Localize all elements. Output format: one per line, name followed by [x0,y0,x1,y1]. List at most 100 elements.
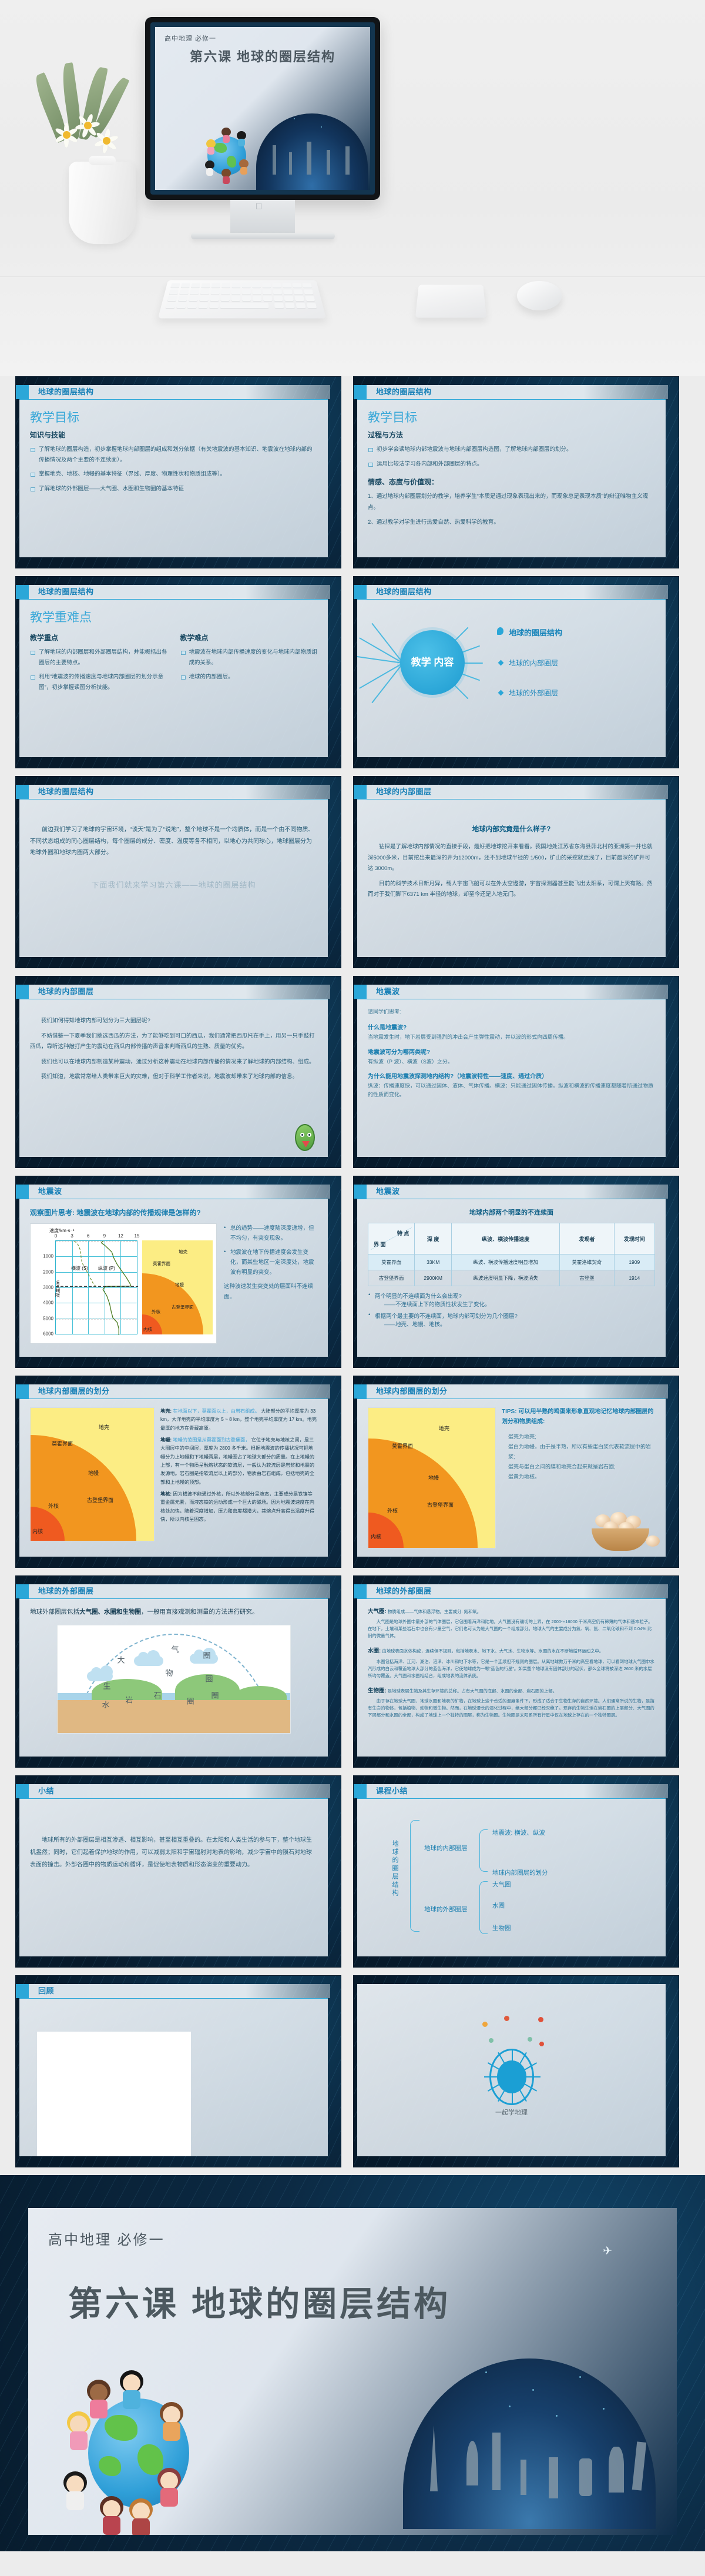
answer: ——不连续面上下的物质性状发生了变化。 [384,1302,491,1308]
layer-label: 外核 [152,1309,160,1314]
list-item: 地震波在地球内部传播速度的变化与地球内部物质组成的关系。 [180,647,317,668]
slide-thumbnail[interactable]: 地球的圈层结构 教学 内容 地球的圈层结构 地球的内部圈层 [353,576,679,768]
footer-course-label: 高中地理 必修一 [48,2232,165,2248]
slide-thumbnail[interactable]: 地球的圈层结构 教学目标 过程与方法 初步学会读地球内部地震波与地球内部圈层构造… [353,376,679,568]
slide-header: 地球的圈层结构 [38,387,94,396]
slide-thumbnail[interactable]: 课程小结 地球的圈层结构 地球的内部圈层 地震波: 横波、纵波 地球内部圈层的划… [353,1775,679,1968]
desk-edge [0,276,705,277]
list-item: 总的趋势——速度随深度递增，但不均匀，有突变现象。 [224,1223,317,1243]
list-item: 地球的内部圈层 [497,658,562,668]
slide-header: 课程小结 [376,1787,408,1795]
table-row: 莫霍界面 33KM 纵波、横波传播速度明显增加 莫霍洛维契奇 1909 [367,1254,656,1270]
ferris-wheel-icon [484,2049,540,2105]
figure-label: 气 [170,1645,179,1653]
slide-thumbnail[interactable]: 地球内部圈层的划分 地壳 莫霍界面 地幔 古登堡界面 外核 内核 [15,1376,341,1568]
body-text: 大陆部分的平均厚度为 33 km，大洋地壳的平均厚度为 5 ~ 8 km，整个地… [160,1409,317,1431]
list-item: 地球的内部圈层。 [180,672,318,683]
slide-thumbnail[interactable]: 地球的内部圈层 我们如何得知地球内部可划分为三大圈层呢? 不妨借鉴一下夏季我们挑… [15,976,341,1168]
figure-label: 圈 [210,1691,219,1699]
layer-label: 地幔 [175,1282,184,1287]
list-item: 蛋壳为地壳; [508,1434,536,1440]
question: 两个明显的不连续面为什么会出现? [368,1292,655,1300]
monitor-stand [230,200,295,234]
paragraph: 地核: 因为横波不能通过外核，所以外核部分呈液态，主要成分是铁镍等重金属元素，而… [160,1490,317,1524]
figure-label: 生 [102,1681,111,1690]
bullet-list: 了解地球的圈层构造，初步掌握地球内部圈层的组成和划分依据（有关地震波的基本知识、… [30,444,317,494]
slide-header: 地球的圈层结构 [376,387,432,396]
paragraph: 1、通过地球内部圈层划分的教学，培养学生“本质是通过现象表现出来的，而现象总是表… [368,493,649,511]
slide-row: 地球的圈层结构 前边我们学习了地球的宇宙环境，“谈天”是为了“说地”，整个地球不… [15,776,690,968]
question: 为什么能用地震波探测地内结构?（地震波特性——速度、通过介质） [368,1073,548,1080]
slide-grid: 地球的圈层结构 教学目标 知识与技能 了解地球的圈层构造，初步掌握地球内部圈层的… [0,376,705,2167]
question-title: 地球内部究竟是什么样子? [472,826,551,833]
slide-thumbnail[interactable]: 地球的圈层结构 教学重难点 教学重点 了解地球的内部圈层和外部圈层结构，并能概括… [15,576,341,768]
slide-header: 地球的内部圈层 [376,787,432,796]
highlight: 在地面以下，莫霍面以上，由岩石组成。 [173,1409,260,1414]
slide-thumbnail[interactable]: 小结 地球所有的外部圈层是相互渗透、相互影响，甚至相互重叠的。在太阳和人类生活的… [15,1775,341,1968]
paragraph: 我们也可以在地球内部制造某种震动，通过分析这种震动在地球内部传播的情况来了解地球… [41,1058,315,1065]
body-text: 大气圈是地球外圈中最外部的气体圈层，它包围着海洋和陆地。大气圈没有确切的上界，在… [368,1619,653,1639]
slide-thumbnail[interactable]: 一起学地理 [353,1975,679,2167]
question: 什么是地震波? [368,1025,407,1032]
y-tick: 5000 [43,1316,53,1322]
tips-title: TIPS: 可以用半熟的鸡蛋来形象直观地记忆地球内部圈层的划分和物质组成: [502,1409,654,1425]
paragraph: 钻探是了解地球内部情况的直接手段，最好把地球挖开来看看。我国地处江苏省东海县茆北… [368,844,653,872]
content-list: 地球的圈层结构 地球的内部圈层 地球的外部圈层 [497,627,562,718]
list-item: 了解地球的外部圈层——大气圈、水圈和生物圈的基本特征 [30,484,317,494]
paragraph: 前边我们学习了地球的宇宙环境，“谈天”是为了“说地”，整个地球不是一个均质体，而… [30,827,314,856]
flower-icon [53,122,79,148]
term-label: 地幔: [160,1437,172,1443]
x-tick: 12 [118,1233,123,1239]
eggs-basket-icon [588,1512,660,1551]
slide-thumbnail[interactable]: 地震波 请同学们思考: 什么是地震波? 当地震发生时，地下岩层受到强烈的冲击会产… [353,976,679,1168]
column-title: 教学难点 [180,634,209,642]
slide-thumbnail[interactable]: 地球的外部圈层 地球外部圈层包括大气圈、水圈和生物圈，一般用直接观测和测量的方法… [15,1575,341,1768]
question-title: 观察图片思考: 地震波在地球内部的传播规律是怎样的? [30,1209,201,1217]
paragraph: 水圈: 由地球表面水体构成，连续但不规则。包括地表水、地下水、大气水、生物水等。… [368,1647,655,1655]
cell: 纵波、横波传播速度明显增加 [451,1254,560,1270]
paragraph: 2、通过教学对学生进行热爱自然、热爱科学的教育。 [368,519,499,526]
list-item: 地震波在地下传播速度会发生变化，而某些地区一定深度处，地震波有明显的突变。 [224,1247,317,1277]
monitor-bezel: 高中地理 必修一 第六课 地球的圈层结构 [150,22,375,195]
slide-header: 地球内部圈层的划分 [38,1387,110,1396]
slide-thumbnail[interactable]: 回顾 [15,1975,341,2167]
figure-label: 圈 [202,1651,211,1659]
content-heading: 地球的圈层结构 [497,627,562,638]
layer-label: 外核 [387,1508,398,1514]
gutenberg-label: 古登堡界面 [87,1497,114,1503]
paragraph: 我们知道，地震常常给人类带来巨大的灾难，但对于科学工作者来说，地震波却带来了地球… [41,1073,298,1080]
flower-icon [75,112,100,139]
paragraph: 目前的科学技术日新月异，载人宇宙飞船可以在外太空遨游，宇宙探测器甚至能飞出太阳系… [368,880,653,898]
slide-thumbnail[interactable]: 地球的圈层结构 教学目标 知识与技能 了解地球的圈层构造，初步掌握地球内部圈层的… [15,376,341,568]
column-header: 深 度 [414,1223,452,1254]
column-header: 发现者 [559,1223,615,1254]
list-item: 地球的外部圈层 [497,688,562,698]
slide-header: 回顾 [38,1986,55,1995]
slide-big-title: 教学目标 [368,411,417,424]
list-item: 蛋壳与蛋白之间的膜和地壳合起来就是岩石圈; [508,1464,616,1470]
column-difficult-points: 教学难点 地震波在地球内部传播速度的变化与地球内部物质组成的关系。 地球的内部圈… [180,630,318,697]
footer-slide-card: 高中地理 必修一 第六课 地球的圈层结构 [28,2208,677,2535]
slide-row: 地球的内部圈层 我们如何得知地球内部可划分为三大圈层呢? 不妨借鉴一下夏季我们挑… [15,976,690,1168]
summary-tree: 地球的圈层结构 地球的内部圈层 地震波: 横波、纵波 地球内部圈层的划分 地球的… [368,1807,655,1948]
y-tick: 3000 [43,1284,53,1290]
figure-label: 物 [164,1668,173,1677]
cell: 古登堡界面 [367,1270,415,1286]
figure-label: 石 [152,1691,162,1699]
column-title: 教学重点 [30,634,59,642]
slide-thumbnail[interactable]: 地震波 地球内部两个明显的不连续面 特 点界 面 深 度 纵波、横波传播速度 发… [353,1176,679,1368]
slide-thumbnail[interactable]: 地球内部圈层的划分 地壳 莫霍界面 地幔 古登堡界面 外核 内核 [353,1376,679,1568]
term-label: 水圈: [368,1648,381,1655]
slide-header: 地震波 [376,987,400,996]
slide-thumbnail[interactable]: 地球的内部圈层 地球内部究竟是什么样子? 钻探是了解地球内部情况的直接手段，最好… [353,776,679,968]
slide-thumbnail[interactable]: 地震波 观察图片思考: 地震波在地球内部的传播规律是怎样的? 速度/km·s⁻¹… [15,1176,341,1368]
cell: 1914 [613,1270,656,1286]
body-text: 它位于地壳与地核之间，是三大圈层中的中间层，厚度为 2800 多千米。根据地震波… [160,1437,315,1485]
slide-thumbnail[interactable]: 地球的外部圈层 大气圈: 物质组成——气体和悬浮物。主要成分: 氮和氧。 大气圈… [353,1575,679,1768]
slide-header: 小结 [38,1787,55,1795]
chart-plot-area: 0 3 6 9 12 15 1000 2000 3000 [43,1233,139,1337]
column-header: 发现时间 [613,1223,656,1254]
slide-header: 地震波 [38,1187,62,1196]
slide-thumbnail[interactable]: 地球的圈层结构 前边我们学习了地球的宇宙环境，“谈天”是为了“说地”，整个地球不… [15,776,341,968]
term-label: 大气圈: [368,1608,387,1615]
